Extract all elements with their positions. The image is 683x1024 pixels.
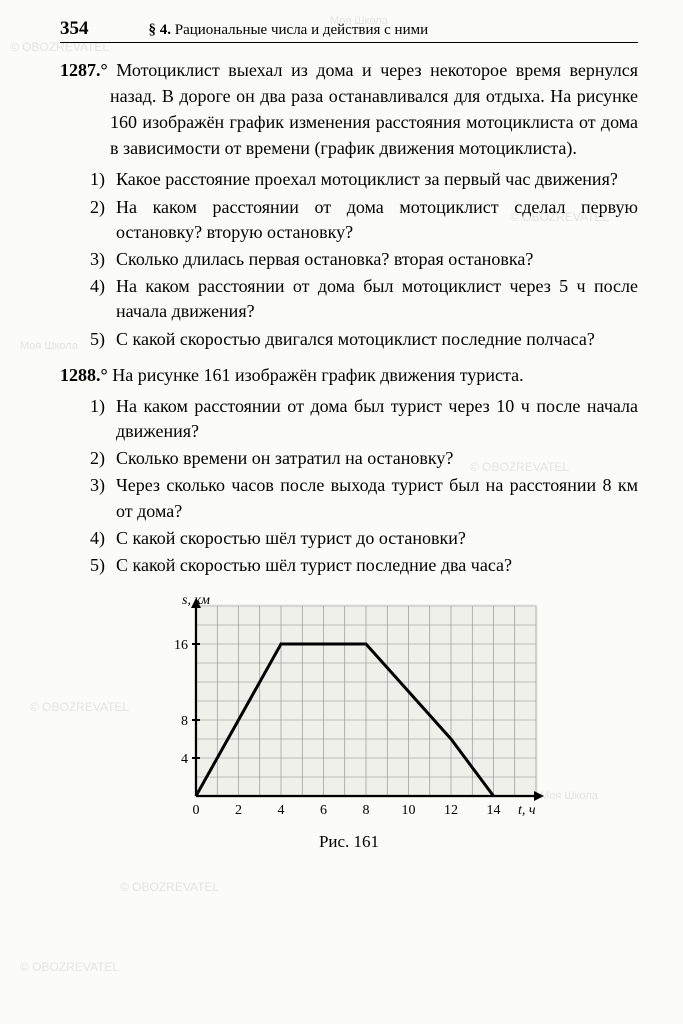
svg-text:t, ч: t, ч [518, 803, 536, 818]
svg-text:14: 14 [487, 803, 501, 818]
subquestion: 4)С какой скоростью шёл турист до остано… [90, 526, 638, 551]
subquestion: 1)Какое расстояние проехал мотоциклист з… [90, 167, 638, 192]
svg-text:s, км: s, км [182, 593, 210, 608]
subquestion: 4)На каком расстоянии от дома был мотоци… [90, 274, 638, 324]
subquestion: 5)С какой скоростью двигался мотоциклист… [90, 327, 638, 352]
section-title: § 4. Рациональные числа и действия с ним… [149, 22, 429, 39]
figure-caption: Рис. 161 [149, 832, 549, 852]
problem-text: Мотоциклист выехал из дома и через некот… [110, 60, 638, 158]
svg-text:2: 2 [235, 803, 242, 818]
svg-text:8: 8 [363, 803, 370, 818]
svg-text:12: 12 [444, 803, 458, 818]
svg-text:0: 0 [193, 803, 200, 818]
subquestion: 1)На каком расстоянии от дома был турист… [90, 394, 638, 444]
subquestion: 3)Через сколько часов после выхода турис… [90, 473, 638, 523]
problem-number: 1288.° [60, 365, 108, 385]
subquestion: 5)С какой скоростью шёл турист последние… [90, 553, 638, 578]
subquestion: 2)На каком расстоянии от дома мотоциклис… [90, 195, 638, 245]
svg-text:6: 6 [320, 803, 327, 818]
subquestion: 3)Сколько длилась первая остановка? втор… [90, 247, 638, 272]
problem-text: На рисунке 161 изображён график движения… [112, 365, 523, 385]
svg-text:4: 4 [181, 752, 188, 767]
svg-text:16: 16 [174, 638, 188, 653]
problem-intro: 1287.° Мотоциклист выехал из дома и чере… [60, 57, 638, 161]
problem-1288: 1288.° На рисунке 161 изображён график д… [60, 362, 638, 578]
svg-text:4: 4 [278, 803, 285, 818]
page-header: 354 § 4. Рациональные числа и действия с… [60, 18, 638, 43]
subquestion: 2)Сколько времени он затратил на останов… [90, 446, 638, 471]
svg-text:8: 8 [181, 714, 188, 729]
problem-1287: 1287.° Мотоциклист выехал из дома и чере… [60, 57, 638, 352]
line-chart: 0 2 4 6 8 10 12 14 4 8 16 s, км t, ч [152, 588, 546, 826]
svg-text:10: 10 [402, 803, 416, 818]
problem-intro: 1288.° На рисунке 161 изображён график д… [60, 362, 638, 388]
page-number: 354 [60, 18, 89, 40]
chart-figure-161: 0 2 4 6 8 10 12 14 4 8 16 s, км t, ч Рис. 161 [149, 588, 549, 852]
problem-number: 1287.° [60, 60, 108, 80]
